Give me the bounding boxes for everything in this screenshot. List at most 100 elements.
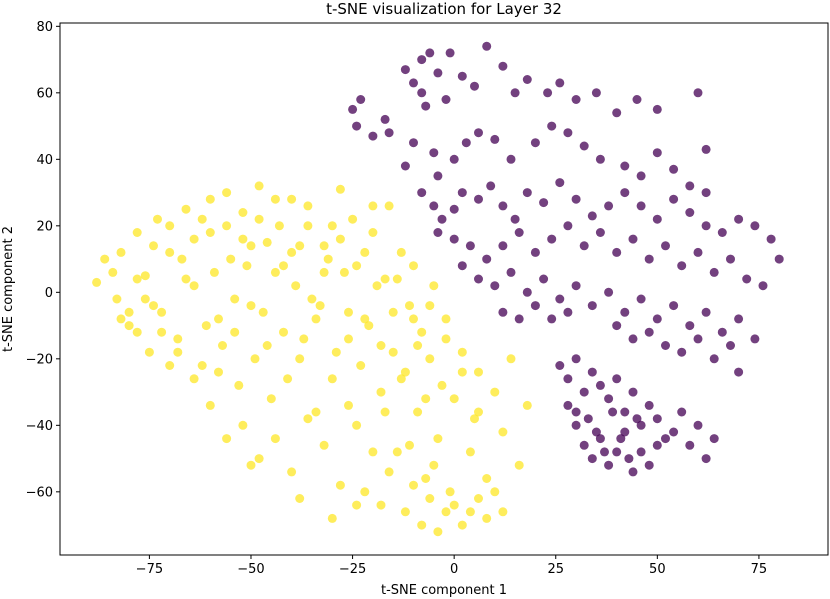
data-point	[287, 467, 297, 477]
data-point	[620, 161, 630, 171]
data-point	[400, 507, 410, 517]
data-point	[482, 474, 492, 483]
data-point	[344, 307, 353, 317]
data-point	[425, 494, 435, 503]
data-point	[709, 267, 719, 277]
data-point	[652, 314, 662, 324]
data-point	[177, 254, 187, 264]
data-point	[571, 281, 581, 291]
data-point	[396, 374, 406, 384]
data-point	[124, 307, 134, 317]
data-point	[258, 307, 268, 317]
data-point	[457, 71, 467, 81]
data-point	[510, 88, 520, 98]
data-point	[612, 447, 622, 457]
data-point	[595, 154, 605, 164]
data-point	[490, 387, 500, 397]
data-point	[303, 201, 313, 211]
data-point	[201, 321, 211, 331]
data-point	[470, 81, 479, 91]
data-point	[197, 214, 207, 224]
data-point	[498, 307, 508, 317]
data-point	[214, 314, 223, 324]
data-point	[685, 440, 695, 450]
data-point	[364, 321, 374, 331]
data-point	[417, 88, 427, 98]
data-point	[409, 138, 418, 148]
data-point	[701, 144, 711, 154]
data-point	[222, 188, 232, 198]
data-point	[132, 274, 142, 284]
data-point	[246, 241, 256, 251]
y-tick-label: −20	[26, 352, 53, 367]
data-point	[181, 274, 191, 284]
data-point	[266, 394, 276, 404]
data-point	[299, 334, 309, 344]
data-point	[604, 201, 614, 211]
data-point	[352, 261, 362, 271]
data-point	[250, 354, 260, 364]
data-point	[165, 221, 175, 231]
data-point	[295, 494, 305, 503]
data-point	[368, 447, 378, 457]
data-point	[677, 347, 687, 357]
data-point	[413, 407, 423, 417]
data-point	[490, 487, 500, 497]
data-point	[677, 407, 687, 417]
data-point	[685, 321, 695, 331]
data-point	[327, 221, 337, 231]
data-point	[189, 374, 199, 384]
data-point	[750, 334, 760, 344]
data-point	[530, 138, 540, 148]
data-point	[149, 301, 158, 311]
data-point	[457, 367, 467, 377]
data-point	[335, 234, 345, 244]
y-tick-label: 80	[36, 20, 53, 35]
data-point	[498, 507, 508, 517]
x-tick-label: −75	[136, 562, 163, 577]
data-point	[433, 434, 443, 444]
data-point	[587, 367, 597, 377]
data-point	[384, 128, 394, 138]
data-point	[205, 194, 215, 204]
data-point	[457, 261, 467, 271]
data-point	[734, 314, 744, 324]
data-point	[437, 380, 447, 390]
data-point	[571, 407, 581, 417]
data-point	[323, 254, 333, 264]
data-point	[465, 241, 475, 251]
y-tick-label: 20	[36, 219, 53, 234]
data-point	[441, 314, 451, 324]
data-point	[750, 221, 760, 231]
data-point	[465, 447, 475, 457]
data-point	[474, 494, 483, 503]
data-point	[486, 181, 496, 191]
data-point	[734, 367, 744, 377]
data-point	[522, 75, 532, 84]
data-point	[116, 247, 126, 257]
data-point	[644, 460, 654, 470]
data-point	[563, 221, 573, 231]
data-point	[587, 301, 597, 311]
data-point	[409, 78, 418, 88]
data-point	[226, 254, 236, 264]
data-point	[506, 267, 516, 277]
data-point	[612, 247, 622, 257]
data-point	[600, 447, 609, 457]
data-point	[595, 228, 605, 237]
data-point	[449, 154, 459, 164]
data-point	[555, 178, 565, 188]
data-point	[514, 228, 524, 237]
data-point	[470, 414, 479, 424]
data-point	[287, 194, 297, 204]
data-point	[514, 314, 524, 324]
data-point	[669, 427, 679, 437]
data-point	[429, 281, 439, 291]
data-point	[506, 154, 516, 164]
data-point	[157, 307, 167, 317]
data-point	[433, 228, 443, 237]
data-point	[579, 440, 589, 450]
data-point	[522, 287, 532, 297]
